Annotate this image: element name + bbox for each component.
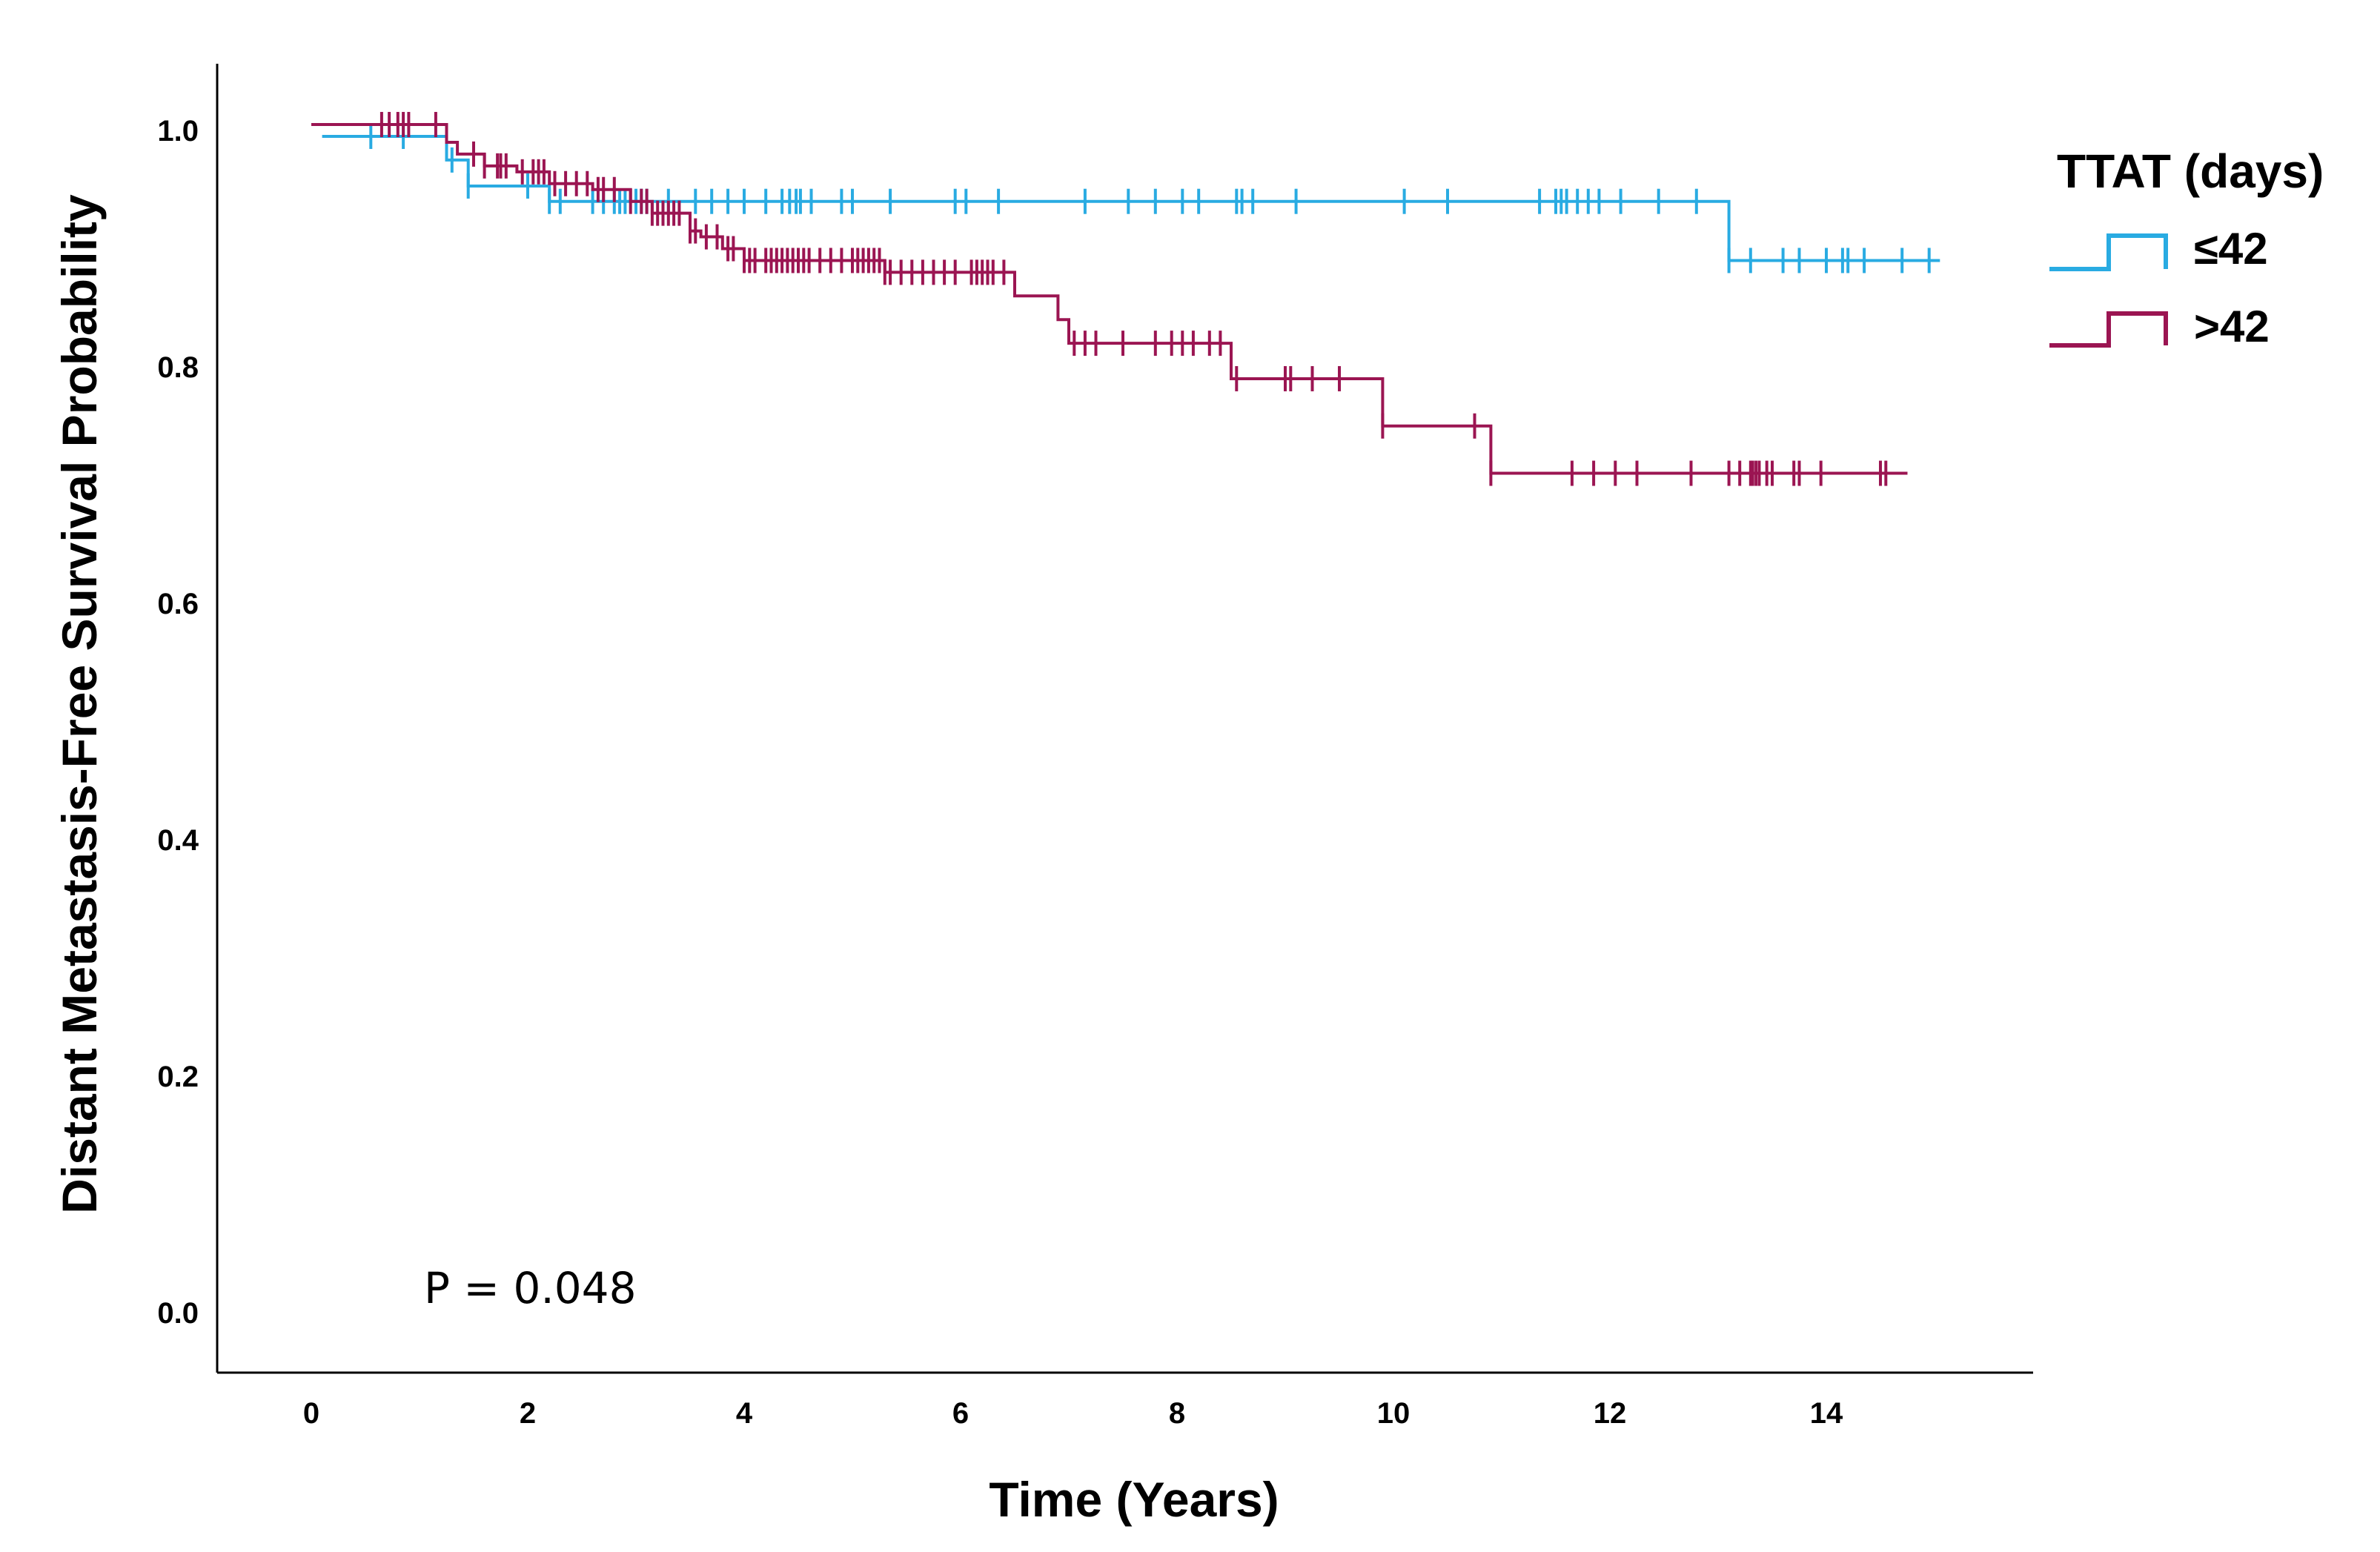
x-tick-label: 12 bbox=[1594, 1397, 1627, 1430]
survival-curve-gt42 bbox=[311, 123, 1908, 475]
y-axis-title: Distant Metastasis-Free Survival Probabi… bbox=[52, 194, 107, 1214]
series-le42 bbox=[322, 123, 1940, 273]
survival-curve-le42 bbox=[322, 134, 1940, 262]
legend-swatch-le42 bbox=[2049, 233, 2168, 271]
y-tick-labels: 0.0 0.2 0.4 0.6 0.8 1.0 bbox=[157, 115, 199, 1330]
x-tick-label: 10 bbox=[1377, 1397, 1411, 1430]
legend-label-gt42: >42 bbox=[2194, 302, 2270, 351]
x-tick-label: 2 bbox=[520, 1397, 536, 1430]
x-tick-labels: 0 2 4 6 8 10 12 14 bbox=[303, 1397, 1843, 1430]
survival-curves bbox=[311, 112, 1940, 486]
y-tick-label: 1.0 bbox=[157, 115, 199, 147]
series-gt42 bbox=[311, 112, 1908, 486]
legend: TTAT (days) ≤42 >42 bbox=[2049, 145, 2324, 351]
x-axis-title: Time (Years) bbox=[989, 1472, 1279, 1527]
y-tick-label: 0.0 bbox=[157, 1297, 199, 1330]
y-tick-label: 0.2 bbox=[157, 1061, 199, 1093]
legend-label-le42: ≤42 bbox=[2194, 224, 2268, 273]
x-tick-label: 14 bbox=[1810, 1397, 1843, 1430]
legend-title: TTAT (days) bbox=[2057, 145, 2324, 198]
y-tick-label: 0.8 bbox=[157, 351, 199, 384]
x-tick-label: 6 bbox=[952, 1397, 969, 1430]
p-value-annotation: P = 0.048 bbox=[424, 1263, 637, 1313]
x-tick-label: 8 bbox=[1169, 1397, 1185, 1430]
legend-swatch-gt42 bbox=[2049, 311, 2168, 348]
y-tick-label: 0.6 bbox=[157, 588, 199, 620]
x-tick-label: 4 bbox=[736, 1397, 753, 1430]
x-tick-label: 0 bbox=[303, 1397, 319, 1430]
y-tick-label: 0.4 bbox=[157, 824, 199, 857]
